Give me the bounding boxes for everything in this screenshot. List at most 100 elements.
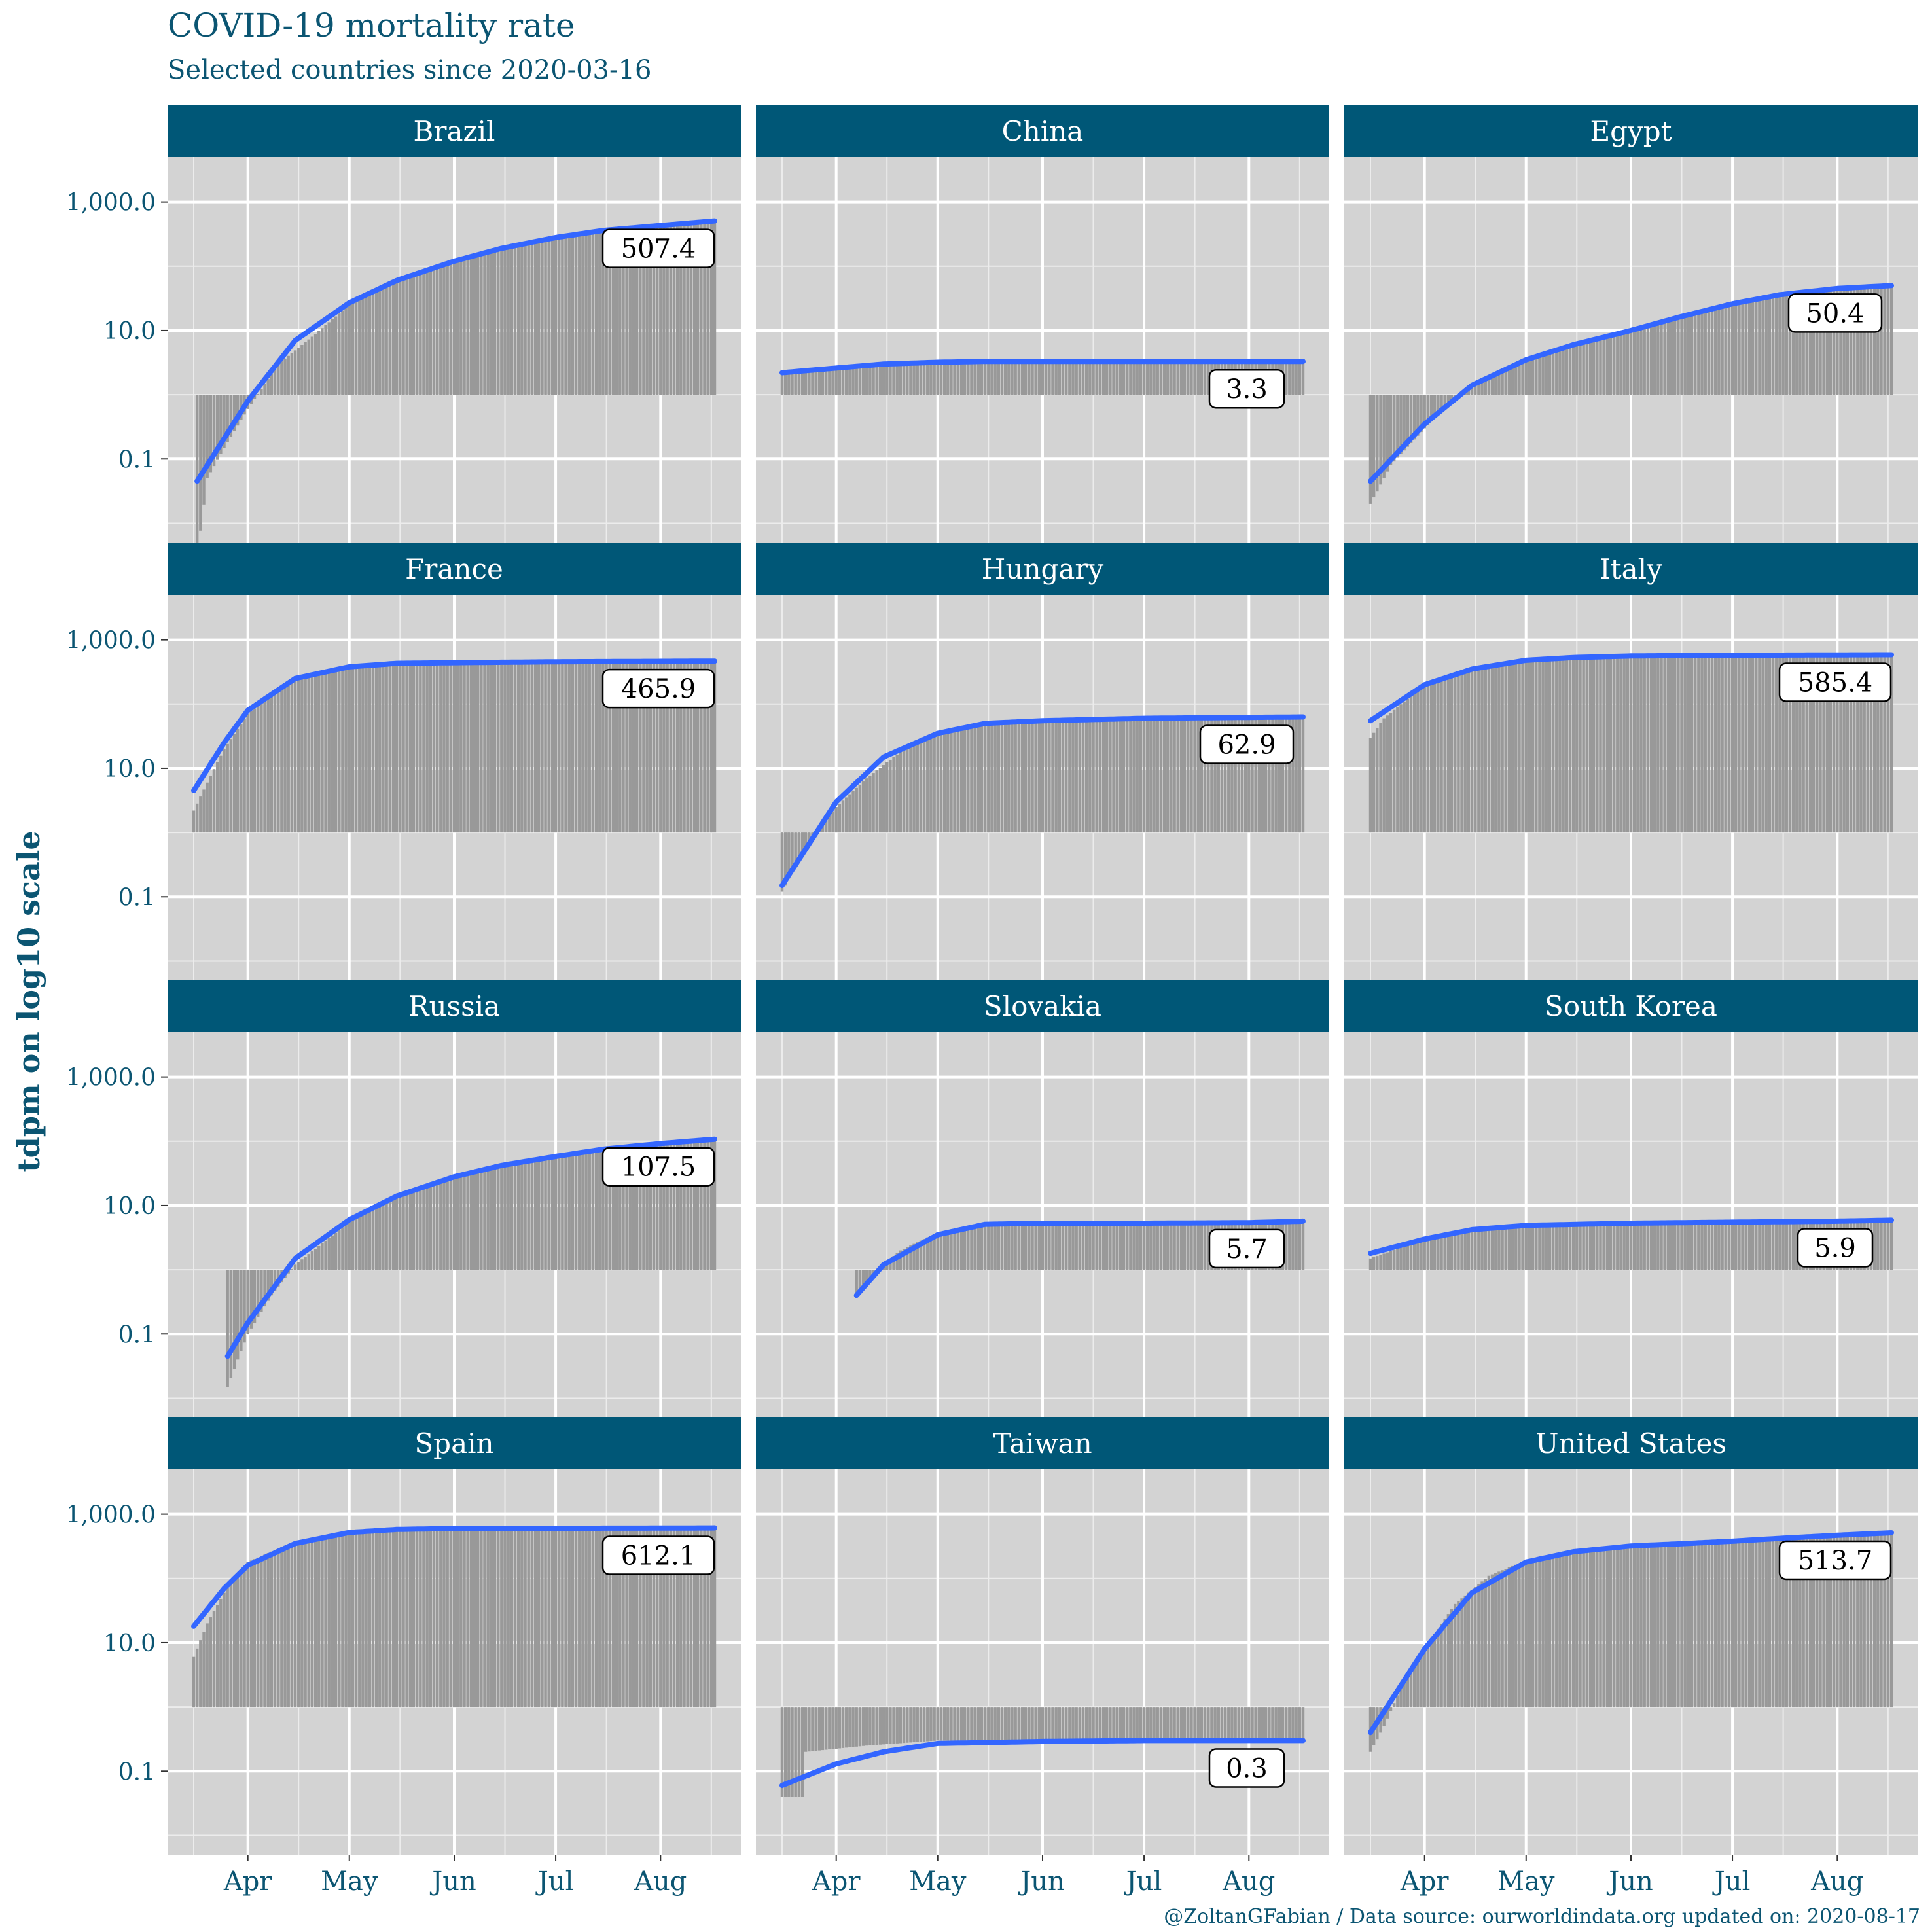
trend-line	[191, 658, 717, 793]
bar	[1639, 1223, 1643, 1270]
bar	[939, 1232, 943, 1270]
bar	[1278, 717, 1281, 833]
bar	[800, 832, 804, 852]
bar	[415, 274, 419, 395]
y-tick-label: 0.1	[118, 1759, 156, 1785]
bar	[1000, 722, 1004, 833]
bar	[1028, 721, 1031, 833]
bar	[1771, 1221, 1775, 1270]
bar	[1396, 395, 1399, 458]
bar	[622, 228, 625, 395]
bar	[639, 661, 642, 833]
bar	[236, 1575, 240, 1708]
bar	[1656, 1223, 1660, 1270]
bar	[483, 253, 486, 395]
bar	[692, 1528, 696, 1708]
bar	[1034, 1707, 1037, 1741]
bar	[1518, 363, 1521, 395]
bar	[1440, 1624, 1443, 1708]
bar	[1446, 1614, 1450, 1708]
bar	[1183, 718, 1187, 833]
bar	[1041, 720, 1045, 833]
bar	[845, 797, 848, 833]
facet-strip	[168, 543, 741, 595]
bar	[578, 234, 581, 395]
bar	[605, 1528, 608, 1708]
bar	[1003, 1224, 1007, 1270]
bar	[1153, 1223, 1156, 1270]
bar	[1619, 1223, 1622, 1270]
bar	[1596, 657, 1599, 833]
bar	[212, 395, 216, 467]
bar	[611, 229, 615, 395]
bar	[584, 1528, 588, 1708]
value-label-box	[1787, 293, 1883, 333]
bar	[692, 1141, 696, 1270]
bar	[1190, 1222, 1193, 1270]
bar	[1626, 1546, 1630, 1708]
bar	[1721, 1222, 1724, 1270]
bar	[1738, 655, 1741, 833]
bar	[1064, 720, 1068, 833]
bar	[1599, 1223, 1602, 1270]
bar	[391, 1198, 395, 1270]
bar	[797, 832, 801, 859]
bar	[780, 372, 784, 395]
bar	[588, 1528, 591, 1708]
bar	[939, 1707, 943, 1741]
bar	[1795, 1537, 1798, 1708]
bar	[1494, 1227, 1497, 1270]
bar	[1694, 313, 1697, 395]
bar	[696, 1140, 700, 1270]
bar	[865, 1270, 868, 1283]
bar	[310, 336, 314, 395]
bar	[1000, 361, 1004, 395]
bar	[1129, 1223, 1132, 1270]
bar	[1802, 1537, 1805, 1708]
bar	[1521, 1562, 1524, 1708]
x-tick-label: Jun	[1018, 1867, 1065, 1897]
bar	[709, 1139, 713, 1270]
bar	[1504, 1569, 1507, 1708]
bar	[385, 1202, 388, 1270]
bar	[1170, 1222, 1173, 1270]
bar	[1291, 717, 1295, 833]
bar	[1078, 1223, 1082, 1270]
bar	[1173, 718, 1176, 833]
bar	[1284, 361, 1288, 395]
bar	[1179, 718, 1183, 833]
x-tick-label: Jul	[1712, 1867, 1751, 1897]
bar	[1406, 698, 1410, 833]
bar	[1183, 1222, 1187, 1270]
bar	[1437, 1236, 1440, 1270]
bar	[1288, 361, 1291, 395]
bar	[1680, 1223, 1683, 1270]
bar	[500, 1528, 503, 1708]
bar	[1429, 1639, 1433, 1708]
bar	[1551, 351, 1555, 395]
bar	[324, 671, 327, 833]
bar	[476, 1528, 480, 1708]
bar	[950, 1707, 953, 1741]
bar	[993, 1707, 997, 1741]
bar	[662, 1143, 666, 1270]
bar	[1575, 344, 1579, 395]
bar	[1142, 1707, 1146, 1741]
bar	[558, 662, 561, 833]
bar	[967, 1227, 970, 1270]
bar	[1237, 1707, 1240, 1741]
bar	[1007, 361, 1011, 395]
bar	[1602, 656, 1605, 833]
bar	[388, 1530, 391, 1708]
bar	[970, 361, 973, 395]
bar	[1744, 655, 1747, 833]
bar	[1859, 1534, 1863, 1708]
bar	[496, 249, 500, 395]
bar	[1254, 1707, 1257, 1741]
bar	[1446, 1234, 1450, 1270]
bar	[558, 1156, 561, 1270]
value-label: 5.9	[1814, 1233, 1856, 1263]
bar	[290, 1269, 294, 1270]
